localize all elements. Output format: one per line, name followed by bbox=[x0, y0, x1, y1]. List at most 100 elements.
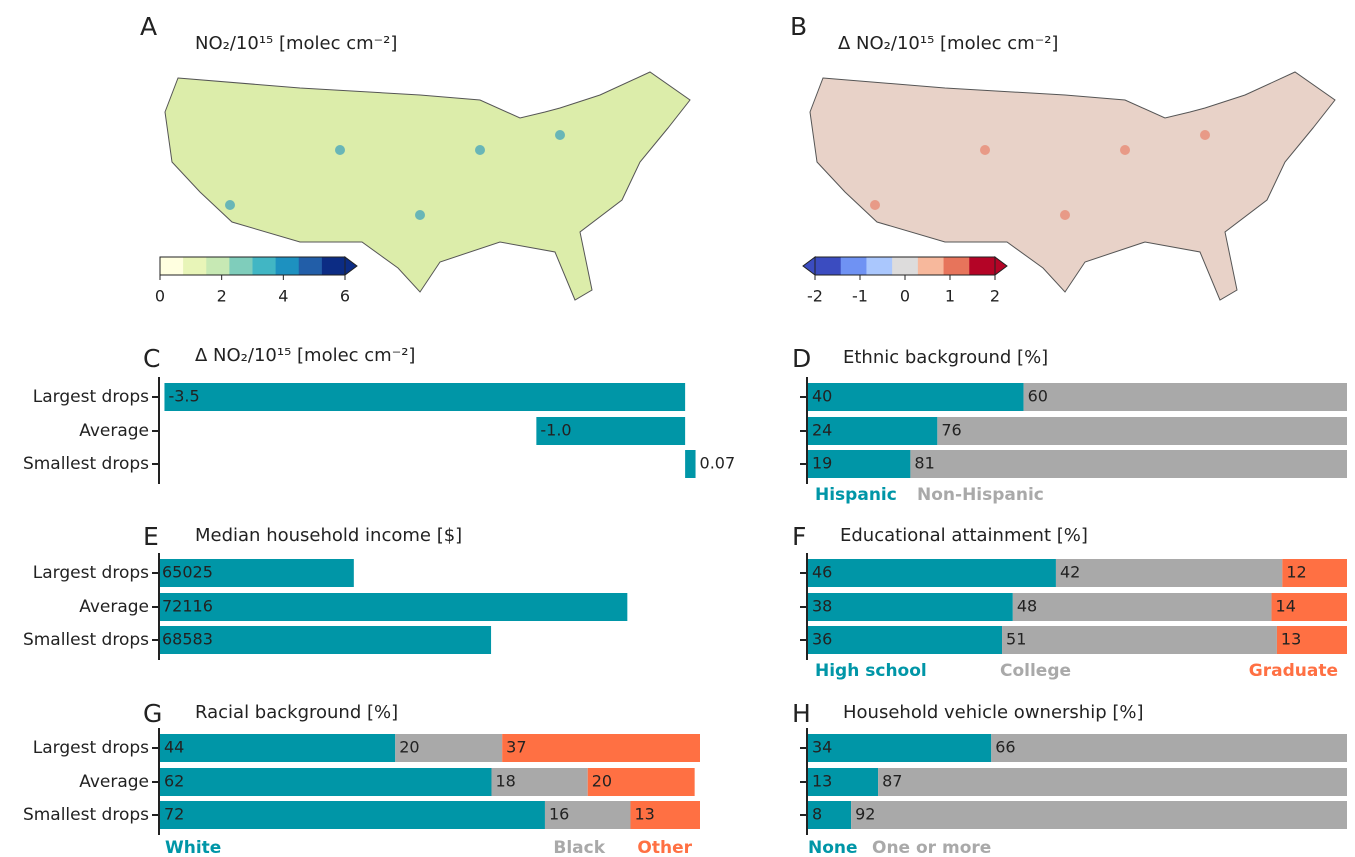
value-label: -3.5 bbox=[168, 387, 199, 406]
value-label: 72116 bbox=[162, 597, 213, 616]
legend-entry: Graduate bbox=[1249, 661, 1338, 681]
map-hotspot bbox=[870, 200, 880, 210]
bar bbox=[160, 626, 492, 654]
legend-entry: Non-Hispanic bbox=[917, 485, 1044, 505]
value-label: 72 bbox=[164, 805, 184, 824]
legend-entry: College bbox=[1000, 661, 1071, 681]
bar-segment bbox=[502, 734, 700, 762]
map-hotspot bbox=[415, 210, 425, 220]
value-label: 36 bbox=[812, 630, 832, 649]
bar bbox=[160, 593, 628, 621]
map-hotspot bbox=[1120, 145, 1130, 155]
colorbar-segment bbox=[815, 257, 842, 275]
colorbar-segment bbox=[866, 257, 893, 275]
bar-segment bbox=[910, 450, 1347, 478]
bar-segment bbox=[1271, 593, 1347, 621]
panel-title: NO₂/10¹⁵ [molec cm⁻²] bbox=[195, 33, 397, 54]
panel-letter: G bbox=[143, 699, 162, 728]
category-label: Smallest drops bbox=[23, 454, 149, 474]
panel-letter: F bbox=[792, 522, 806, 551]
colorbar-segment bbox=[917, 257, 945, 275]
colorbar-segment bbox=[275, 257, 300, 275]
panel-letter: A bbox=[140, 12, 157, 41]
value-label: 38 bbox=[812, 597, 832, 616]
bar-segment bbox=[395, 734, 503, 762]
category-label: Average bbox=[79, 772, 149, 792]
panel-letter: C bbox=[143, 344, 160, 373]
category-label: Average bbox=[79, 421, 149, 441]
value-label: 0.07 bbox=[700, 454, 736, 473]
legend-entry: None bbox=[808, 838, 858, 857]
bar-segment bbox=[851, 801, 1347, 829]
colorbar-tick-label: 1 bbox=[945, 287, 955, 306]
value-label: 13 bbox=[1281, 630, 1301, 649]
us-map bbox=[809, 71, 1336, 301]
bar-segment bbox=[808, 383, 1024, 411]
bar-segment bbox=[491, 768, 588, 796]
panel-letter: E bbox=[143, 522, 159, 551]
legend-entry: Black bbox=[553, 838, 605, 857]
bar-segment bbox=[544, 801, 631, 829]
bar bbox=[536, 417, 686, 445]
value-label: 34 bbox=[812, 738, 832, 757]
colorbar-arrow bbox=[802, 256, 816, 276]
bar-segment bbox=[808, 768, 879, 796]
value-label: 48 bbox=[1017, 597, 1037, 616]
bar-segment bbox=[808, 593, 1013, 621]
value-label: 87 bbox=[882, 772, 902, 791]
colorbar-arrow bbox=[344, 256, 358, 276]
bar-segment bbox=[878, 768, 1347, 796]
colorbar-segment bbox=[943, 257, 970, 275]
value-label: 20 bbox=[592, 772, 612, 791]
value-label: -1.0 bbox=[540, 421, 571, 440]
value-label: 51 bbox=[1006, 630, 1026, 649]
value-label: 8 bbox=[812, 805, 822, 824]
bar-segment bbox=[808, 559, 1056, 587]
bar bbox=[160, 559, 354, 587]
colorbar-tick-label: 2 bbox=[217, 287, 227, 306]
value-label: 24 bbox=[812, 421, 832, 440]
colorbar-segment bbox=[183, 257, 207, 275]
legend-entry: High school bbox=[815, 661, 927, 681]
category-label: Smallest drops bbox=[23, 630, 149, 650]
value-label: 60 bbox=[1028, 387, 1048, 406]
panel-letter: B bbox=[790, 12, 807, 41]
panel-title: Δ NO₂/10¹⁵ [molec cm⁻²] bbox=[838, 33, 1058, 54]
bar-segment bbox=[808, 734, 992, 762]
bar-segment bbox=[1012, 593, 1272, 621]
panel-title: Household vehicle ownership [%] bbox=[843, 702, 1144, 723]
colorbar-segment bbox=[298, 257, 323, 275]
legend-entry: Other bbox=[637, 838, 692, 857]
panel-title: Δ NO₂/10¹⁵ [molec cm⁻²] bbox=[195, 345, 415, 366]
colorbar-tick-label: 6 bbox=[340, 287, 350, 306]
panel-title: Educational attainment [%] bbox=[840, 525, 1088, 546]
bar-segment bbox=[1023, 383, 1347, 411]
legend-entry: Hispanic bbox=[815, 485, 897, 505]
colorbar-segment bbox=[969, 257, 996, 275]
panel-title: Ethnic background [%] bbox=[843, 347, 1048, 368]
value-label: 40 bbox=[812, 387, 832, 406]
colorbar-tick-label: -1 bbox=[852, 287, 868, 306]
value-label: 19 bbox=[812, 454, 832, 473]
category-label: Largest drops bbox=[33, 738, 149, 758]
colorbar-segment bbox=[229, 257, 253, 275]
bar bbox=[685, 450, 696, 478]
bar-segment bbox=[1282, 559, 1347, 587]
panel-letter: D bbox=[792, 344, 811, 373]
bar-segment bbox=[808, 801, 852, 829]
value-label: 92 bbox=[855, 805, 875, 824]
value-label: 13 bbox=[812, 772, 832, 791]
category-label: Average bbox=[79, 597, 149, 617]
colorbar-segment bbox=[252, 257, 277, 275]
bar-segment bbox=[808, 450, 911, 478]
value-label: 76 bbox=[941, 421, 961, 440]
category-label: Largest drops bbox=[33, 387, 149, 407]
value-label: 46 bbox=[812, 563, 832, 582]
bar-segment bbox=[808, 626, 1003, 654]
colorbar-segment bbox=[321, 257, 346, 275]
panel-letter: H bbox=[792, 699, 811, 728]
value-label: 20 bbox=[399, 738, 419, 757]
category-label: Smallest drops bbox=[23, 805, 149, 825]
colorbar-tick-label: 2 bbox=[990, 287, 1000, 306]
